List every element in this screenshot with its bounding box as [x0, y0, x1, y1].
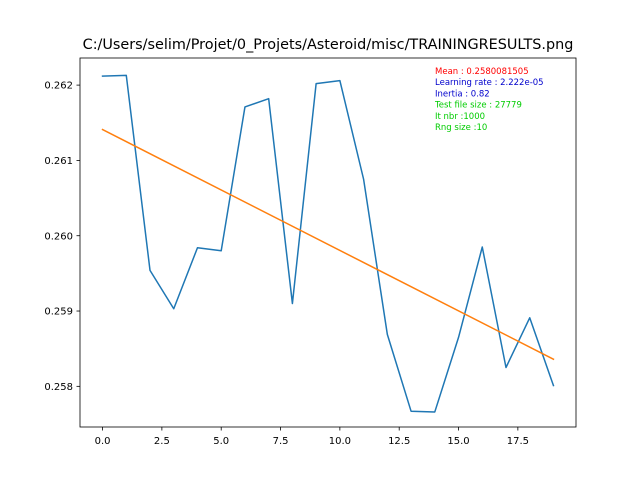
series-line-2 — [101, 128, 555, 361]
annotation-line: Rng size :10 — [435, 123, 487, 133]
plot-area: 0.0 2.5 5.0 7.5 10.0 12.5 15.0 17.5 0.258 0.259 0.… — [44, 57, 577, 447]
x-tick-label: 0.0 — [95, 436, 111, 447]
series-line-1 — [101, 74, 555, 413]
y-tick-label: 0.258 — [44, 382, 73, 393]
x-tick-label: 10.0 — [329, 436, 351, 447]
annotation-line: Inertia : 0.82 — [435, 89, 490, 99]
y-tick-label: 0.262 — [44, 81, 73, 92]
y-tick-label: 0.259 — [44, 307, 73, 318]
axes-frame — [79, 57, 577, 428]
x-tick-label: 12.5 — [388, 436, 410, 447]
annotation-line: Learning rate : 2.222e-05 — [435, 78, 544, 88]
x-tick-label: 5.0 — [213, 436, 229, 447]
x-tick-label: 2.5 — [154, 436, 170, 447]
x-tick-label: 15.0 — [447, 436, 469, 447]
x-tick-label: 17.5 — [507, 436, 529, 447]
annotation-line: It nbr :1000 — [435, 112, 485, 122]
x-tick-label: 7.5 — [273, 436, 289, 447]
y-tick-label: 0.261 — [44, 156, 73, 167]
chart-title: C:/Users/selim/Projet/0_Projets/Asteroid… — [83, 37, 574, 53]
annotation-line: Test file size : 27779 — [434, 101, 522, 111]
annotation-line: Mean : 0.2580081505 — [435, 67, 529, 77]
y-tick-label: 0.260 — [44, 231, 73, 242]
